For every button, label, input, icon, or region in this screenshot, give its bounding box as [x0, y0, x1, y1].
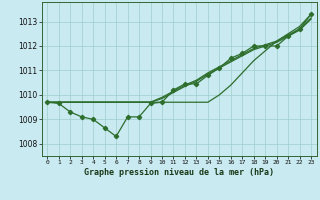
X-axis label: Graphe pression niveau de la mer (hPa): Graphe pression niveau de la mer (hPa) [84, 168, 274, 177]
